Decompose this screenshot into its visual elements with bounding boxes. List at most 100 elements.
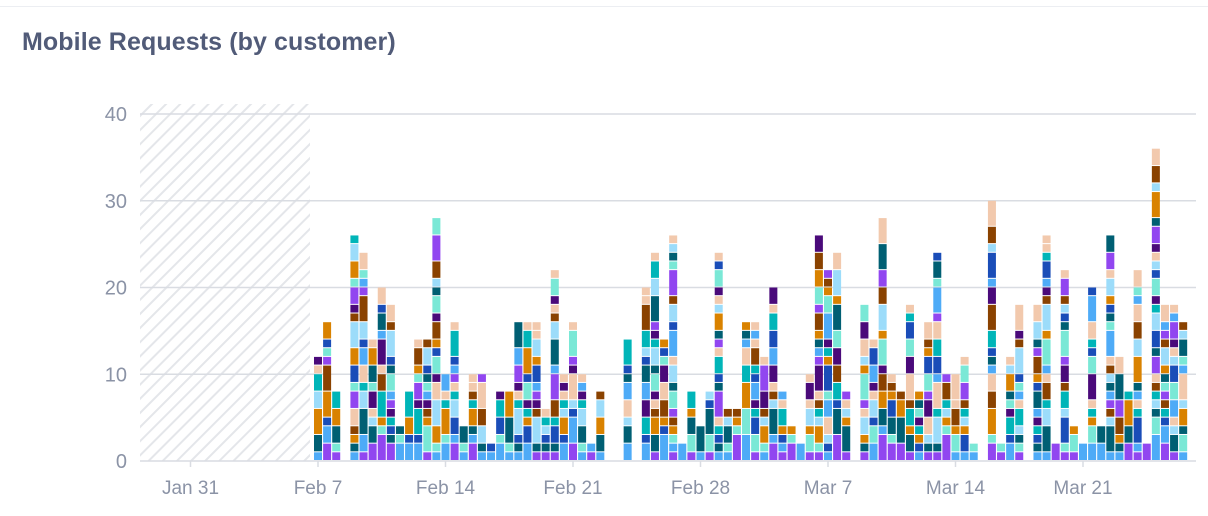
bar[interactable] [905,304,914,460]
bar[interactable] [332,391,341,460]
bar[interactable] [641,287,650,461]
bar[interactable] [1097,426,1106,460]
bar-segment [833,330,842,348]
bar[interactable] [441,374,450,460]
bar[interactable] [824,270,832,460]
bar[interactable] [1033,304,1042,460]
bar[interactable] [732,408,741,460]
bar-segment [896,400,905,417]
bar[interactable] [541,408,550,460]
bar[interactable] [778,391,787,460]
bar[interactable] [1051,443,1060,460]
bar[interactable] [1160,304,1169,460]
bar[interactable] [787,426,796,460]
bar[interactable] [660,339,669,460]
bar[interactable] [969,443,978,460]
bar[interactable] [869,339,878,460]
bar[interactable] [933,252,942,460]
bar[interactable] [805,374,814,460]
bar[interactable] [1142,443,1151,460]
bar[interactable] [987,200,996,460]
bar[interactable] [450,322,459,460]
bar-segment [368,339,377,348]
bar[interactable] [477,374,486,460]
bar[interactable] [414,339,423,460]
bar[interactable] [751,322,760,460]
bar[interactable] [523,322,532,460]
bar[interactable] [942,374,951,460]
bar[interactable] [1170,304,1179,460]
bar[interactable] [1115,356,1124,460]
bar[interactable] [487,443,496,460]
bar[interactable] [951,374,960,460]
bar[interactable] [915,391,924,460]
bar[interactable] [1179,322,1188,460]
bar[interactable] [1006,356,1015,460]
bar[interactable] [550,270,559,460]
bar[interactable] [723,408,732,460]
bar[interactable] [359,252,368,460]
bar[interactable] [1069,426,1078,460]
bar-segment [1151,270,1160,278]
bar-segment [1042,235,1051,244]
bar[interactable] [1106,235,1115,460]
bar[interactable] [714,252,723,460]
bar[interactable] [678,443,687,460]
bar-segment [377,434,386,460]
bar[interactable] [687,391,696,460]
bar[interactable] [505,391,514,460]
bar[interactable] [377,287,386,461]
bar[interactable] [833,252,842,460]
bar[interactable] [350,235,359,460]
bar[interactable] [796,443,805,460]
bar[interactable] [650,252,659,460]
bar[interactable] [559,374,568,460]
bar[interactable] [860,304,869,460]
bar[interactable] [532,322,541,460]
bar-segment [441,374,450,391]
bar[interactable] [1151,148,1160,460]
bar[interactable] [578,374,587,460]
bar[interactable] [1133,270,1142,460]
bar[interactable] [496,391,505,460]
bar-segment [1151,226,1160,244]
bar[interactable] [896,391,905,460]
bar[interactable] [459,426,468,460]
bar[interactable] [669,235,678,460]
bar[interactable] [705,391,714,460]
bar[interactable] [760,356,769,460]
bar[interactable] [314,356,322,460]
bar[interactable] [368,339,377,460]
bar[interactable] [386,304,395,460]
bar[interactable] [423,339,432,460]
bar[interactable] [842,391,851,460]
bar[interactable] [1088,287,1097,461]
bar[interactable] [742,322,751,460]
bar[interactable] [1060,270,1069,460]
bar[interactable] [814,235,823,460]
bar[interactable] [696,426,705,460]
bar[interactable] [887,374,896,460]
bar[interactable] [1124,391,1133,460]
bar[interactable] [468,374,477,460]
bar[interactable] [623,339,632,460]
bar[interactable] [1015,304,1024,460]
bar[interactable] [769,287,778,461]
bar[interactable] [432,218,441,460]
bar[interactable] [1079,443,1087,460]
bar[interactable] [997,443,1006,460]
bar[interactable] [1042,235,1051,460]
bar[interactable] [395,426,404,460]
bar[interactable] [569,322,577,460]
bar[interactable] [960,356,969,460]
bar-segment [669,252,678,261]
bar[interactable] [405,391,414,460]
bar-segment [860,434,869,443]
bar[interactable] [596,391,605,460]
bar-segment [814,235,823,252]
bar[interactable] [514,322,523,460]
bar[interactable] [323,322,332,460]
bar[interactable] [924,322,933,460]
bar[interactable] [878,218,887,460]
bar[interactable] [587,443,596,460]
